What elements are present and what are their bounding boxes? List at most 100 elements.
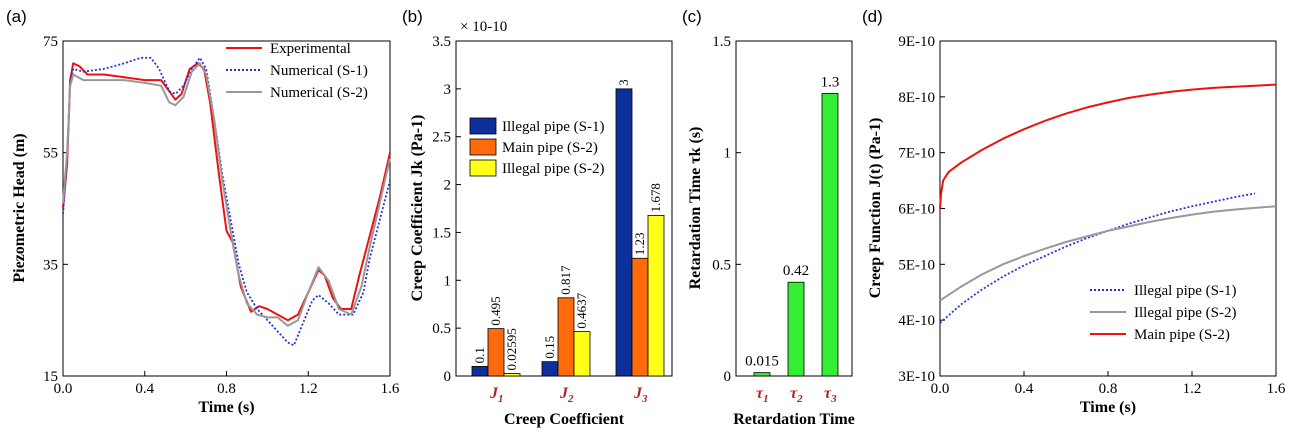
data-label: 0.817 (558, 265, 573, 295)
bar (753, 372, 771, 377)
category-symbol: J (489, 385, 499, 402)
legend-label-3: Numerical (S-2) (270, 85, 368, 101)
legend-swatch-1 (469, 117, 497, 135)
y-tick-label: 4E-10 (898, 313, 935, 329)
legend-swatch-3 (469, 159, 497, 177)
data-label: 0.1 (472, 347, 487, 363)
category-symbol: J (559, 385, 569, 402)
bar (615, 88, 633, 377)
category-symbol: J (633, 385, 643, 402)
category-subscript: 2 (567, 393, 574, 405)
y-tick-label: 0.5 (432, 321, 451, 337)
bar (821, 93, 839, 377)
legend-label-1: Experimental (270, 41, 351, 57)
bar (487, 328, 505, 377)
y-axis-title: Creep Function J(t) (Pa-1) (867, 118, 884, 299)
category-label: τ2 (790, 385, 803, 405)
x-tick-label: 1.6 (1267, 381, 1286, 397)
x-tick-label: 0.0 (54, 381, 73, 397)
legend-label-3: Illegal pipe (S-2) (502, 161, 604, 177)
y-tick-label: 35 (43, 257, 58, 273)
bar (471, 366, 489, 377)
data-label: 3 (616, 79, 631, 86)
y-tick-label: 7E-10 (898, 146, 935, 162)
panel-label-d: (d) (862, 7, 883, 26)
category-label: J1 (489, 385, 504, 405)
category-subscript: 3 (641, 393, 648, 405)
y-tick-label: 1.5 (712, 34, 731, 50)
panel-label-a: (a) (6, 7, 27, 26)
x-tick-label: 1.6 (381, 381, 400, 397)
category-label: τ1 (756, 385, 769, 405)
legend-label-1: Illegal pipe (S-1) (502, 119, 604, 135)
legend-label-1: Illegal pipe (S-1) (1134, 283, 1236, 299)
bar (541, 361, 559, 377)
x-tick-label: 0.8 (217, 381, 236, 397)
panel-label-b: (b) (402, 7, 423, 26)
data-label: 1.678 (648, 183, 663, 212)
y-tick-label: 0 (444, 369, 452, 385)
series-line-2 (62, 56, 391, 347)
series-line-1 (62, 62, 391, 322)
category-subscript: 3 (830, 393, 837, 405)
x-tick-label: 0.0 (931, 381, 950, 397)
x-tick-label: 1.2 (1183, 381, 1202, 397)
legend-label-2: Illegal pipe (S-2) (1134, 305, 1236, 321)
axis-multiplier: × 10-10 (460, 19, 507, 35)
data-label: 0.495 (488, 296, 503, 325)
x-axis-title: Time (s) (1080, 399, 1136, 416)
category-subscript: 2 (796, 393, 803, 405)
legend-label-2: Main pipe (S-2) (502, 140, 598, 156)
panel-b-bar-chart: 0 0.5 1 1.5 2 2.5 3 3.5 × 10-10 0.1 0.15 3 0.495 0.81… (409, 19, 673, 428)
y-tick-label: 3.5 (432, 34, 451, 50)
data-label: 0.02595 (504, 328, 519, 370)
bar (573, 331, 591, 377)
bar (647, 214, 665, 377)
y-axis-title: Piezometric Head (m) (11, 133, 28, 282)
y-tick-label: 55 (43, 146, 58, 162)
category-label: τ3 (824, 385, 837, 405)
category-symbol: τ (790, 385, 798, 402)
y-tick-label: 0.5 (712, 257, 731, 273)
data-label: 0.15 (542, 336, 557, 359)
legend-label-3: Main pipe (S-2) (1134, 327, 1230, 343)
x-tick-label: 1.2 (299, 381, 318, 397)
y-tick-label: 0 (724, 369, 732, 385)
panel-d-line-chart: 0.0 0.4 0.8 1.2 1.6 3E-10 4E-10 5E-10 6E-10 7E-10… (867, 34, 1286, 416)
category-symbol: τ (824, 385, 832, 402)
y-tick-label: 3 (444, 82, 452, 98)
y-tick-label: 6E-10 (898, 202, 935, 218)
category-label: J3 (633, 385, 648, 405)
y-tick-label: 1.5 (432, 225, 451, 241)
y-axis-title: Retardation Time τk (s) (687, 127, 704, 290)
category-label: J2 (559, 385, 574, 405)
legend-swatch-2 (469, 138, 497, 156)
category-subscript: 1 (498, 393, 504, 405)
data-label: 1.23 (632, 233, 647, 256)
x-tick-label: 0.8 (1099, 381, 1118, 397)
bar (631, 257, 649, 377)
series-line-2 (939, 205, 1277, 302)
x-axis-title: Creep Coefficient (504, 411, 625, 428)
legend-label-2: Numerical (S-1) (270, 63, 368, 79)
y-tick-label: 1 (724, 146, 732, 162)
y-tick-label: 75 (43, 34, 58, 50)
y-tick-label: 5E-10 (898, 257, 935, 273)
plot-area-frame (939, 40, 1277, 377)
y-tick-label: 1 (444, 273, 452, 289)
x-axis-title: Time (s) (198, 399, 254, 416)
bar (557, 297, 575, 377)
series-line-3 (939, 83, 1277, 209)
data-label: 1.3 (821, 74, 840, 90)
data-label: 0.42 (783, 263, 809, 279)
panel-a-line-chart: 0.0 0.4 0.8 1.2 1.6 15 35 55 75 Experimental Numer… (11, 34, 400, 416)
panel-label-c: (c) (682, 7, 702, 26)
y-tick-label: 3E-10 (898, 369, 935, 385)
category-subscript: 1 (763, 393, 769, 405)
data-label: 0.4637 (574, 292, 589, 328)
y-tick-label: 2.5 (432, 130, 451, 146)
y-tick-label: 9E-10 (898, 34, 935, 50)
x-tick-label: 0.4 (1015, 381, 1034, 397)
